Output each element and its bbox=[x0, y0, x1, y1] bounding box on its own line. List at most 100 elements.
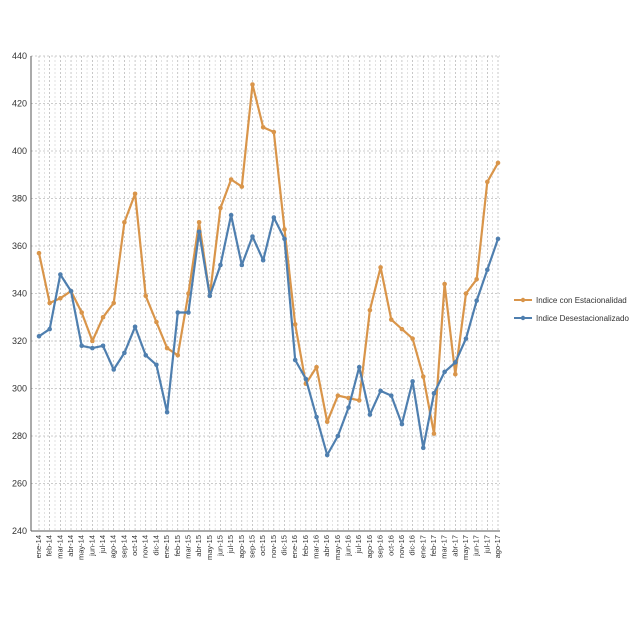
series-1-point bbox=[356, 398, 362, 403]
series-2-point bbox=[303, 376, 309, 382]
x-tick-label: mar-17 bbox=[440, 535, 449, 559]
series-2-point bbox=[442, 369, 447, 375]
series-1-point bbox=[324, 419, 330, 425]
series-2-point bbox=[186, 310, 191, 315]
x-tick-label: dic-15 bbox=[280, 535, 289, 555]
series-2-point bbox=[250, 234, 255, 239]
series-2-point bbox=[111, 367, 117, 372]
axes bbox=[30, 56, 500, 532]
x-tick-label: ago-16 bbox=[365, 535, 374, 558]
x-tick-label: abr-15 bbox=[194, 535, 203, 557]
x-tick-label: dic-16 bbox=[408, 535, 417, 555]
x-tick-label: abr-16 bbox=[322, 535, 331, 557]
series-1-point bbox=[196, 219, 202, 225]
series-2-point bbox=[388, 393, 394, 398]
series-1-point bbox=[90, 338, 95, 344]
x-tick-label: jun-17 bbox=[472, 535, 481, 557]
x-tick-label: may-17 bbox=[461, 535, 470, 560]
series-1-point bbox=[122, 219, 127, 225]
x-tick-label: ene-16 bbox=[290, 535, 299, 558]
x-tick-label: ene-17 bbox=[418, 535, 427, 558]
series-2-point bbox=[154, 362, 159, 368]
series-1-point bbox=[453, 371, 458, 377]
series-1-point bbox=[47, 300, 52, 306]
series-2-point bbox=[164, 409, 170, 415]
series-1-point bbox=[442, 281, 447, 287]
y-tick-label: 420 bbox=[12, 99, 27, 109]
series-1-point bbox=[463, 291, 469, 296]
legend-marker-1 bbox=[520, 297, 526, 303]
x-tick-label: feb-14 bbox=[45, 535, 54, 556]
x-tick-label: sep-15 bbox=[247, 535, 256, 558]
series-2-point bbox=[132, 324, 138, 330]
series-2-point bbox=[90, 345, 95, 351]
x-tick-label: sep-16 bbox=[376, 535, 385, 558]
series-2-point bbox=[314, 414, 319, 420]
series-1-point bbox=[282, 227, 287, 232]
y-tick-label: 240 bbox=[12, 526, 27, 536]
series-1-point bbox=[260, 124, 266, 130]
x-tick-label: ene-14 bbox=[34, 535, 43, 558]
series-2-point bbox=[399, 421, 405, 427]
series-2-point bbox=[420, 445, 426, 451]
series-1-point bbox=[186, 291, 191, 296]
y-tick-label: 260 bbox=[12, 479, 27, 489]
series-1-point bbox=[431, 431, 437, 436]
legend: Indice con Estacionalidad Indice Desestac… bbox=[514, 296, 629, 323]
x-tick-label: nov-14 bbox=[141, 535, 150, 558]
y-tick-label: 300 bbox=[12, 384, 27, 394]
series-2-point bbox=[485, 267, 490, 273]
series-2-point bbox=[474, 298, 479, 303]
series-1-point bbox=[239, 184, 245, 189]
x-tick-label: ago-17 bbox=[493, 535, 502, 558]
series-2-point bbox=[218, 262, 223, 268]
x-tick-label: ago-14 bbox=[109, 535, 118, 558]
series-2-point bbox=[324, 452, 330, 458]
series-2-point bbox=[122, 350, 127, 356]
y-tick-label: 380 bbox=[12, 194, 27, 204]
x-tick-label: mar-15 bbox=[183, 535, 192, 559]
series-1-point bbox=[485, 179, 490, 185]
series-2-point bbox=[356, 364, 362, 370]
series-1-point bbox=[314, 364, 319, 370]
series-2-point bbox=[282, 236, 287, 242]
series-2-point bbox=[271, 215, 277, 220]
series-1-point bbox=[292, 322, 298, 327]
series-1-point bbox=[154, 319, 159, 325]
series-1-point bbox=[410, 336, 415, 341]
series-1-point bbox=[100, 314, 106, 320]
y-tick-label: 360 bbox=[12, 241, 27, 251]
series-1-point bbox=[335, 393, 341, 398]
gridlines bbox=[31, 55, 500, 532]
x-tick-label: oct-16 bbox=[386, 535, 395, 556]
series-1-point bbox=[250, 82, 255, 87]
series-2-point bbox=[36, 333, 42, 339]
x-tick-label: feb-16 bbox=[301, 535, 310, 556]
series-1-point bbox=[271, 129, 277, 135]
x-tick-label: jul-14 bbox=[98, 535, 107, 554]
series-2-point bbox=[367, 412, 373, 417]
y-tick-label: 400 bbox=[12, 146, 27, 156]
y-tick-label: 340 bbox=[12, 289, 27, 299]
series-1-point bbox=[143, 293, 149, 299]
series-1-point bbox=[164, 345, 170, 351]
series-1-point bbox=[218, 205, 223, 211]
series-1-point bbox=[132, 191, 138, 197]
x-tick-label: oct-14 bbox=[130, 535, 139, 556]
series-2-point bbox=[58, 272, 63, 277]
series-2-point bbox=[335, 433, 341, 439]
series-1-point bbox=[399, 326, 405, 332]
x-tick-label: jun-15 bbox=[215, 535, 224, 557]
x-tick-label: abr-14 bbox=[66, 535, 75, 557]
x-tick-label: jun-16 bbox=[344, 535, 353, 557]
series-2-point bbox=[196, 229, 202, 235]
series-2-point bbox=[100, 343, 106, 349]
x-tick-label: abr-17 bbox=[450, 535, 459, 557]
series-1-point bbox=[36, 250, 42, 256]
series-1-point bbox=[175, 352, 181, 358]
series-2-point bbox=[47, 326, 52, 332]
x-tick-label: dic-14 bbox=[151, 535, 160, 555]
x-tick-label: jul-17 bbox=[482, 535, 491, 554]
legend-label-2: Indice Desestacionalizado bbox=[536, 314, 629, 323]
